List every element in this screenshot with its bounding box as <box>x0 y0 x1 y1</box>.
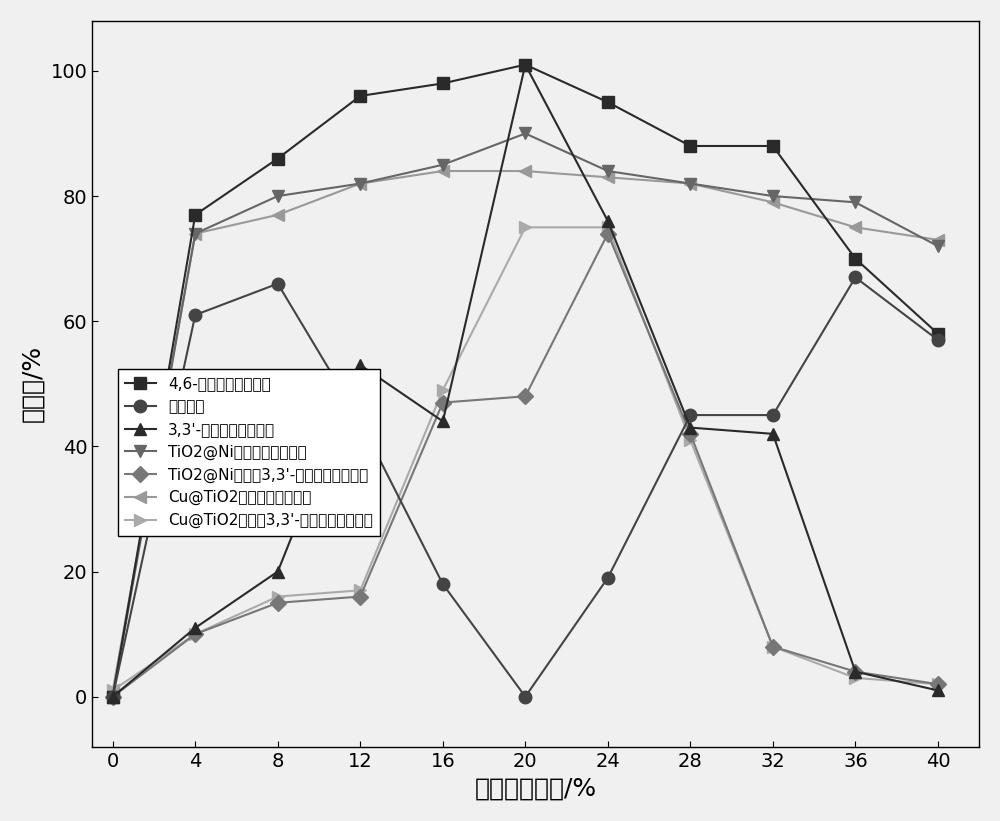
TiO2@Ni催化剂3,3'-二甲基联苯选择性 <box>519 392 531 401</box>
砜选择性 <box>107 692 119 702</box>
TiO2@Ni催化剂3,3'-二甲基联苯选择性 <box>684 429 696 438</box>
4,6-二苯并噻吩脱硫率 <box>684 141 696 151</box>
砜选择性 <box>767 410 779 420</box>
砜选择性 <box>602 573 614 583</box>
TiO2@Ni催化剂3,3'-二甲基联苯选择性 <box>767 642 779 652</box>
TiO2@Ni催化剂噻吩脱硫率 <box>189 229 201 239</box>
砜选择性 <box>519 692 531 702</box>
3,3'-二苯基联苯选择性 <box>932 686 944 695</box>
4,6-二苯并噻吩脱硫率 <box>272 154 284 163</box>
Cu@TiO2催化剂3,3'-二甲基联苯选择性 <box>849 673 861 683</box>
Cu@TiO2催化剂噻吩脱硫率 <box>849 222 861 232</box>
Cu@TiO2催化剂3,3'-二甲基联苯选择性 <box>354 585 366 595</box>
4,6-二苯并噻吩脱硫率 <box>437 79 449 89</box>
Cu@TiO2催化剂3,3'-二甲基联苯选择性 <box>519 222 531 232</box>
Line: TiO2@Ni催化剂3,3'-二甲基联苯选择性: TiO2@Ni催化剂3,3'-二甲基联苯选择性 <box>107 228 943 702</box>
TiO2@Ni催化剂噻吩脱硫率 <box>354 179 366 189</box>
Cu@TiO2催化剂噻吩脱硫率 <box>932 235 944 245</box>
TiO2@Ni催化剂噻吩脱硫率 <box>272 191 284 201</box>
TiO2@Ni催化剂3,3'-二甲基联苯选择性 <box>107 692 119 702</box>
TiO2@Ni催化剂3,3'-二甲基联苯选择性 <box>189 629 201 639</box>
Line: 4,6-二苯并噻吩脱硫率: 4,6-二苯并噻吩脱硫率 <box>107 59 943 702</box>
3,3'-二苯基联苯选择性 <box>519 60 531 70</box>
TiO2@Ni催化剂3,3'-二甲基联苯选择性 <box>602 229 614 239</box>
Line: Cu@TiO2催化剂3,3'-二甲基联苯选择性: Cu@TiO2催化剂3,3'-二甲基联苯选择性 <box>107 221 944 697</box>
4,6-二苯并噻吩脱硫率 <box>107 692 119 702</box>
TiO2@Ni催化剂3,3'-二甲基联苯选择性 <box>354 592 366 602</box>
砜选择性 <box>932 335 944 345</box>
4,6-二苯并噻吩脱硫率 <box>519 60 531 70</box>
3,3'-二苯基联苯选择性 <box>189 623 201 633</box>
3,3'-二苯基联苯选择性 <box>437 416 449 426</box>
3,3'-二苯基联苯选择性 <box>849 667 861 677</box>
砜选择性 <box>849 273 861 282</box>
TiO2@Ni催化剂噻吩脱硫率 <box>602 166 614 176</box>
3,3'-二苯基联苯选择性 <box>354 360 366 370</box>
TiO2@Ni催化剂噻吩脱硫率 <box>849 197 861 207</box>
Y-axis label: 百分率/%: 百分率/% <box>21 345 45 422</box>
4,6-二苯并噻吩脱硫率 <box>354 91 366 101</box>
4,6-二苯并噻吩脱硫率 <box>602 97 614 107</box>
砜选择性 <box>189 310 201 320</box>
TiO2@Ni催化剂噻吩脱硫率 <box>767 191 779 201</box>
Cu@TiO2催化剂3,3'-二甲基联苯选择性 <box>684 435 696 445</box>
砜选择性 <box>272 279 284 289</box>
Cu@TiO2催化剂噻吩脱硫率 <box>602 172 614 182</box>
TiO2@Ni催化剂噻吩脱硫率 <box>107 692 119 702</box>
Cu@TiO2催化剂噻吩脱硫率 <box>767 197 779 207</box>
Line: Cu@TiO2催化剂噻吩脱硫率: Cu@TiO2催化剂噻吩脱硫率 <box>107 165 944 697</box>
Cu@TiO2催化剂噻吩脱硫率 <box>107 686 119 695</box>
Cu@TiO2催化剂3,3'-二甲基联苯选择性 <box>602 222 614 232</box>
TiO2@Ni催化剂3,3'-二甲基联苯选择性 <box>272 598 284 608</box>
3,3'-二苯基联苯选择性 <box>767 429 779 438</box>
砜选择性 <box>684 410 696 420</box>
Cu@TiO2催化剂噻吩脱硫率 <box>519 166 531 176</box>
Cu@TiO2催化剂3,3'-二甲基联苯选择性 <box>272 592 284 602</box>
砜选择性 <box>437 579 449 589</box>
3,3'-二苯基联苯选择性 <box>602 216 614 226</box>
Cu@TiO2催化剂噻吩脱硫率 <box>272 210 284 220</box>
Cu@TiO2催化剂3,3'-二甲基联苯选择性 <box>932 679 944 689</box>
4,6-二苯并噻吩脱硫率 <box>189 210 201 220</box>
TiO2@Ni催化剂噻吩脱硫率 <box>519 129 531 139</box>
Cu@TiO2催化剂噻吩脱硫率 <box>354 179 366 189</box>
Cu@TiO2催化剂3,3'-二甲基联苯选择性 <box>107 686 119 695</box>
Line: 3,3'-二苯基联苯选择性: 3,3'-二苯基联苯选择性 <box>107 58 944 703</box>
TiO2@Ni催化剂3,3'-二甲基联苯选择性 <box>849 667 861 677</box>
TiO2@Ni催化剂噻吩脱硫率 <box>684 179 696 189</box>
TiO2@Ni催化剂3,3'-二甲基联苯选择性 <box>932 679 944 689</box>
Line: 砜选择性: 砜选择性 <box>107 271 944 703</box>
4,6-二苯并噻吩脱硫率 <box>767 141 779 151</box>
TiO2@Ni催化剂3,3'-二甲基联苯选择性 <box>437 397 449 407</box>
4,6-二苯并噻吩脱硫率 <box>849 254 861 264</box>
Cu@TiO2催化剂3,3'-二甲基联苯选择性 <box>437 385 449 395</box>
4,6-二苯并噻吩脱硫率 <box>932 328 944 338</box>
3,3'-二苯基联苯选择性 <box>684 423 696 433</box>
3,3'-二苯基联苯选择性 <box>272 566 284 576</box>
Line: TiO2@Ni催化剂噻吩脱硫率: TiO2@Ni催化剂噻吩脱硫率 <box>107 127 944 703</box>
Legend: 4,6-二苯并噻吩脱硫率, 砜选择性, 3,3'-二苯基联苯选择性, TiO2@Ni催化剂噻吩脱硫率, TiO2@Ni催化剂3,3'-二甲基联苯选择性, Cu@: 4,6-二苯并噻吩脱硫率, 砜选择性, 3,3'-二苯基联苯选择性, TiO2@… <box>118 369 380 536</box>
Cu@TiO2催化剂3,3'-二甲基联苯选择性 <box>767 642 779 652</box>
Cu@TiO2催化剂3,3'-二甲基联苯选择性 <box>189 629 201 639</box>
Cu@TiO2催化剂噻吩脱硫率 <box>684 179 696 189</box>
3,3'-二苯基联苯选择性 <box>107 692 119 702</box>
砜选择性 <box>354 416 366 426</box>
TiO2@Ni催化剂噻吩脱硫率 <box>932 241 944 251</box>
Cu@TiO2催化剂噻吩脱硫率 <box>189 229 201 239</box>
Cu@TiO2催化剂噻吩脱硫率 <box>437 166 449 176</box>
TiO2@Ni催化剂噻吩脱硫率 <box>437 160 449 170</box>
X-axis label: 总金属负载量/%: 总金属负载量/% <box>475 776 597 800</box>
